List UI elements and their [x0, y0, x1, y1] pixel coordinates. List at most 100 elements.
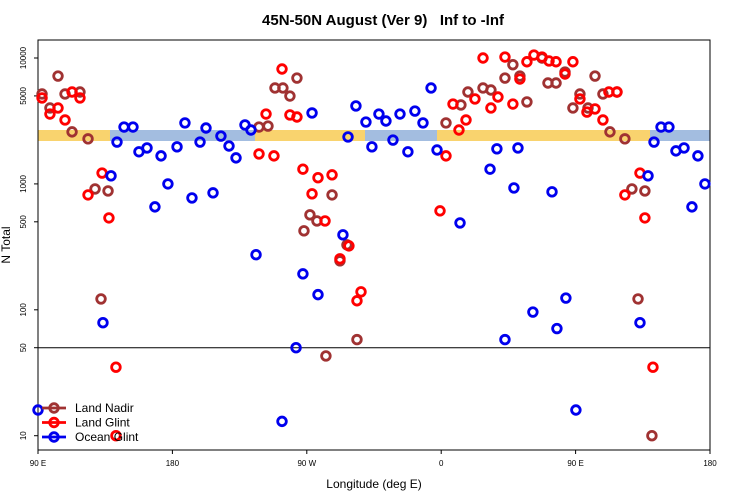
point	[82, 133, 94, 145]
point	[499, 333, 511, 346]
point	[171, 141, 183, 153]
point	[260, 108, 272, 120]
y-tick-label: 5000	[19, 86, 28, 104]
point	[215, 130, 227, 142]
point	[469, 93, 481, 105]
point	[574, 88, 586, 100]
point	[589, 103, 601, 115]
point	[387, 134, 399, 146]
point	[366, 141, 378, 153]
x-axis-label: Longitude (deg E)	[326, 477, 421, 491]
point	[298, 225, 310, 237]
plot-frame	[37, 39, 711, 451]
legend-marker	[48, 431, 60, 443]
band	[38, 130, 710, 141]
point	[343, 240, 355, 252]
point	[626, 183, 638, 195]
point	[460, 114, 472, 126]
point	[454, 217, 466, 229]
point	[492, 91, 504, 103]
point	[334, 253, 346, 265]
point	[118, 121, 130, 133]
point	[262, 120, 274, 132]
point	[277, 82, 289, 94]
point	[686, 201, 698, 213]
point	[567, 56, 579, 68]
point	[394, 108, 406, 120]
point	[268, 150, 280, 162]
point	[96, 167, 108, 179]
y-tick-label: 50	[19, 343, 28, 352]
x-tick-label: 90 W	[297, 459, 316, 468]
point	[447, 98, 459, 110]
point	[692, 150, 704, 162]
point	[355, 286, 367, 298]
point	[66, 126, 78, 138]
point	[52, 70, 64, 82]
point	[351, 333, 363, 346]
point	[440, 117, 452, 129]
y-tick-label: 500	[19, 215, 28, 229]
point	[200, 122, 212, 134]
point	[491, 143, 503, 155]
point	[409, 105, 421, 117]
point	[207, 187, 219, 199]
point	[619, 133, 631, 145]
point	[52, 102, 64, 114]
point	[663, 121, 675, 133]
series	[36, 52, 658, 442]
point	[380, 115, 392, 127]
point	[360, 116, 372, 128]
point	[223, 140, 235, 152]
point	[284, 90, 296, 102]
point	[110, 430, 122, 442]
point	[350, 100, 362, 112]
legend-marker	[48, 402, 60, 414]
point	[462, 86, 474, 98]
point	[253, 148, 265, 160]
point	[44, 108, 56, 120]
point	[230, 152, 242, 164]
point	[342, 131, 354, 143]
point	[574, 93, 586, 105]
point	[632, 293, 644, 305]
point	[326, 189, 338, 201]
point	[103, 212, 115, 224]
legend-marker	[48, 416, 60, 429]
point	[276, 63, 288, 75]
point	[127, 121, 139, 133]
point	[111, 136, 123, 148]
point	[512, 142, 524, 154]
point	[425, 82, 437, 94]
point	[604, 126, 616, 138]
point	[507, 98, 519, 110]
point	[250, 248, 262, 261]
point	[110, 361, 122, 373]
point	[105, 170, 117, 182]
point	[646, 430, 658, 442]
point	[74, 92, 86, 104]
point	[297, 163, 309, 175]
point	[611, 86, 623, 98]
point	[102, 185, 114, 197]
point	[550, 56, 562, 68]
band-blue	[365, 130, 437, 141]
y-tick-label: 10000	[19, 46, 28, 69]
legend-label: Land Glint	[75, 416, 130, 430]
point	[570, 404, 582, 416]
point	[648, 136, 660, 148]
point	[186, 192, 198, 204]
point	[373, 108, 385, 120]
x-tick-label: 180	[703, 459, 717, 468]
point	[597, 114, 609, 126]
x-tick-label: 90 E	[567, 459, 583, 468]
legend-label: Land Nadir	[75, 401, 134, 415]
point	[642, 170, 654, 182]
point	[179, 117, 191, 129]
legend-label: Ocean Glint	[75, 430, 139, 444]
point	[453, 124, 465, 136]
point	[304, 209, 316, 221]
point	[440, 150, 452, 162]
chart-title: 45N-50N August (Ver 9) Inf to -Inf	[262, 12, 505, 29]
